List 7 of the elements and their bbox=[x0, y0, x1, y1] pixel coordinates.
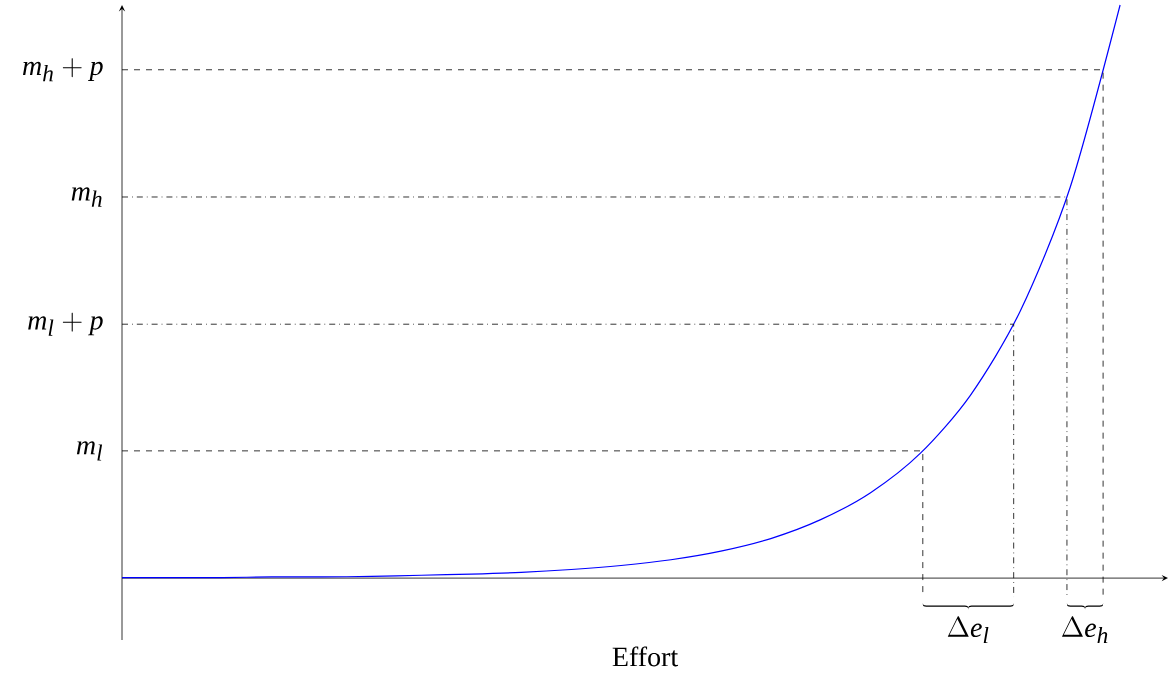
ref-line-label: $m_h$ bbox=[71, 187, 102, 207]
text: $\Delta e_h$ bbox=[1062, 616, 1108, 644]
text: $\Delta e_l$ bbox=[947, 616, 989, 644]
ref-line-label: $m_l + p$ bbox=[28, 312, 103, 336]
x-axis-title: Effort bbox=[612, 646, 679, 667]
ref-line-label: $m_l$ bbox=[76, 441, 103, 461]
ref-line-label: $m_h + p$ bbox=[22, 58, 103, 82]
